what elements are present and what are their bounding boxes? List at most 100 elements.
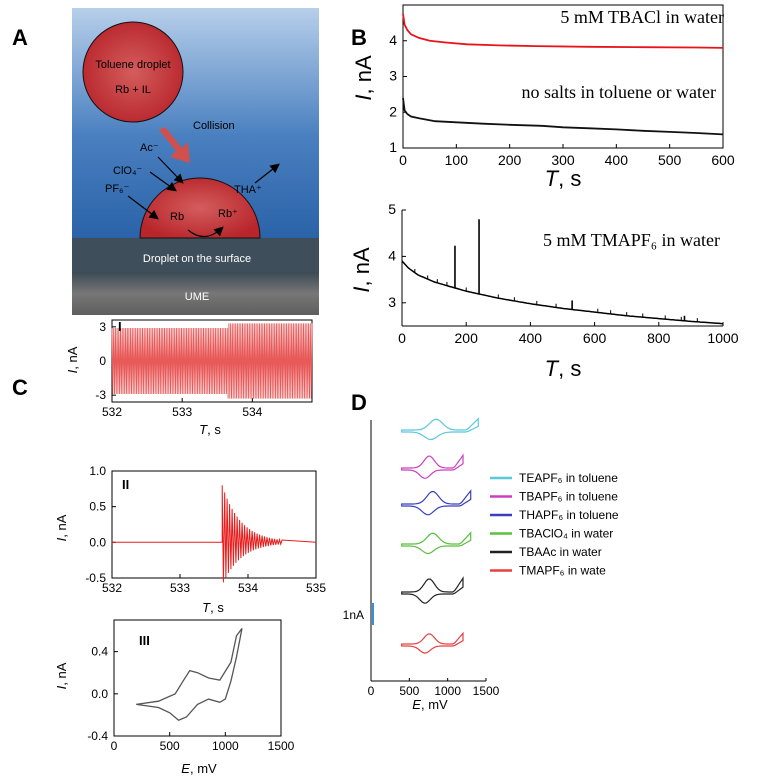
x-tick-label: 200 — [498, 152, 522, 168]
legend-label: TBAAc in water — [519, 545, 602, 559]
cv-curve — [401, 453, 464, 479]
x-tick-label: 300 — [551, 152, 575, 168]
subpanel-label: III — [139, 633, 150, 648]
cv-reverse — [136, 628, 243, 721]
y-tick-label: 4 — [389, 32, 397, 48]
legend-label: THAPF₆ in toluene — [519, 508, 619, 522]
x-tick-label: 0 — [111, 739, 118, 753]
x-tick-label: 1000 — [707, 330, 738, 346]
y-tick-label: 2 — [389, 103, 397, 119]
x-tick-label: 1000 — [212, 739, 239, 753]
x-tick-label: 534 — [238, 581, 258, 595]
y-axis-title: I, nA — [349, 247, 374, 293]
cv-curve — [401, 531, 472, 555]
electrode-band — [72, 272, 319, 315]
series-line — [402, 13, 724, 49]
x-tick-label: 500 — [658, 152, 682, 168]
toluene-droplet — [82, 21, 184, 123]
droplet-label: Toluene droplet — [95, 59, 170, 71]
x-axis-title: T, s — [545, 166, 582, 191]
chart-c-iii: 0 500 1000 1500 -0.4 0.0 0.4 III E, mV I, nA — [54, 619, 295, 776]
x-tick-label: 200 — [455, 330, 479, 346]
x-tick-label: 500 — [160, 739, 180, 753]
x-tick-label: 532 — [102, 581, 122, 595]
ion-pf6: PF₆⁻ — [105, 183, 129, 195]
panel-letter-a: A — [12, 25, 28, 50]
panel-letter-b: B — [351, 25, 367, 50]
legend-label: TMAPF₆ in wate — [519, 564, 606, 578]
chart-b-bottom: 0 200 400 600 800 1000 3 4 5 5 mM TMAPF₆ in water… — [349, 201, 739, 381]
y-tick-label: -3 — [95, 388, 106, 402]
x-tick-label: 535 — [306, 581, 326, 595]
x-axis-title: E, mV — [181, 761, 217, 776]
y-axis-title: I, nA — [65, 346, 80, 373]
y-tick-label: 4 — [388, 247, 396, 263]
oscillation-trace — [111, 323, 313, 399]
plot-frame — [111, 470, 317, 579]
y-tick-label: -0.4 — [87, 729, 108, 743]
cv-curve — [401, 489, 472, 516]
x-tick-label: 1500 — [473, 684, 500, 698]
x-tick-label: 533 — [172, 405, 192, 419]
subpanel-label: II — [122, 477, 129, 492]
panel-letter-c: C — [12, 375, 28, 400]
tha-label: THA⁺ — [234, 184, 262, 196]
collision-label: Collision — [193, 120, 235, 132]
annotation-no-salts: no salts in toluene or water — [522, 82, 716, 102]
y-axis-title: I, nA — [54, 662, 69, 689]
legend-label: TBAPF₆ in toluene — [519, 490, 618, 504]
cv-forward — [136, 628, 243, 706]
x-tick-label: 800 — [647, 330, 671, 346]
collision-arrow — [159, 127, 190, 163]
x-tick-label: 1000 — [434, 684, 461, 698]
y-axis-title: I, nA — [351, 55, 376, 101]
x-tick-label: 100 — [445, 152, 469, 168]
scale-bar-label: 1nA — [343, 608, 364, 622]
rb-label: Rb — [170, 211, 184, 223]
x-tick-label: 534 — [242, 405, 262, 419]
subpanel-label: I — [118, 319, 122, 334]
x-axis-title: T, s — [199, 422, 221, 437]
cv-curve — [401, 576, 464, 604]
y-tick-label: 0.5 — [89, 500, 106, 514]
electrode-label: UME — [185, 291, 209, 303]
legend-label: TEAPF₆ in toluene — [519, 471, 618, 485]
y-tick-label: 0 — [99, 354, 106, 368]
chart-c-i: 532 533 534 -3 0 3 I T, s I, nA — [65, 319, 313, 437]
y-tick-label: 3 — [388, 294, 396, 310]
ac-arrow — [157, 156, 184, 184]
x-tick-label: 1500 — [268, 739, 295, 753]
x-axis-title: T, s — [202, 600, 224, 615]
burst-trace — [112, 485, 317, 583]
x-tick-label: 600 — [583, 330, 607, 346]
y-tick-label: 1 — [389, 139, 397, 155]
x-tick-label: 500 — [399, 684, 419, 698]
x-tick-label: 600 — [711, 152, 735, 168]
cv-curve — [401, 631, 464, 654]
series-line — [401, 260, 724, 325]
legend-label: TBAClO₄ in water — [519, 527, 613, 541]
x-tick-label: 0 — [398, 330, 406, 346]
x-tick-label: 533 — [170, 581, 190, 595]
y-axis-title: I, nA — [54, 514, 69, 541]
y-tick-label: 0.4 — [91, 645, 108, 659]
series-line — [402, 97, 724, 136]
chart-d: 0 500 1000 1500 E, mV 1nA TEAPF₆ in toluene TBA… — [343, 417, 619, 712]
ion-clo4: ClO₄⁻ — [113, 165, 142, 177]
x-tick-label: 532 — [102, 405, 122, 419]
chart-b-top: 0 100 200 300 400 500 600 1 2 3 4 5 mM TBACl in wat… — [351, 4, 735, 191]
clo4-arrow — [149, 171, 177, 192]
y-tick-label: 3 — [99, 320, 106, 334]
surface-label: Droplet on the surface — [143, 253, 251, 265]
panel-letter-d: D — [351, 390, 367, 415]
y-tick-label: 0.0 — [89, 535, 106, 549]
x-tick-label: 400 — [605, 152, 629, 168]
droplet-content: Rb + IL — [115, 84, 151, 96]
x-tick-label: 400 — [519, 330, 543, 346]
rb-oxidation-arrow — [187, 226, 224, 238]
y-tick-label: 0.0 — [91, 687, 108, 701]
diagram-panel-a: Toluene droplet Rb + IL Collision Ac⁻ Cl… — [72, 8, 319, 315]
pf6-arrow — [127, 195, 159, 220]
rb-plus-label: Rb⁺ — [218, 208, 238, 220]
